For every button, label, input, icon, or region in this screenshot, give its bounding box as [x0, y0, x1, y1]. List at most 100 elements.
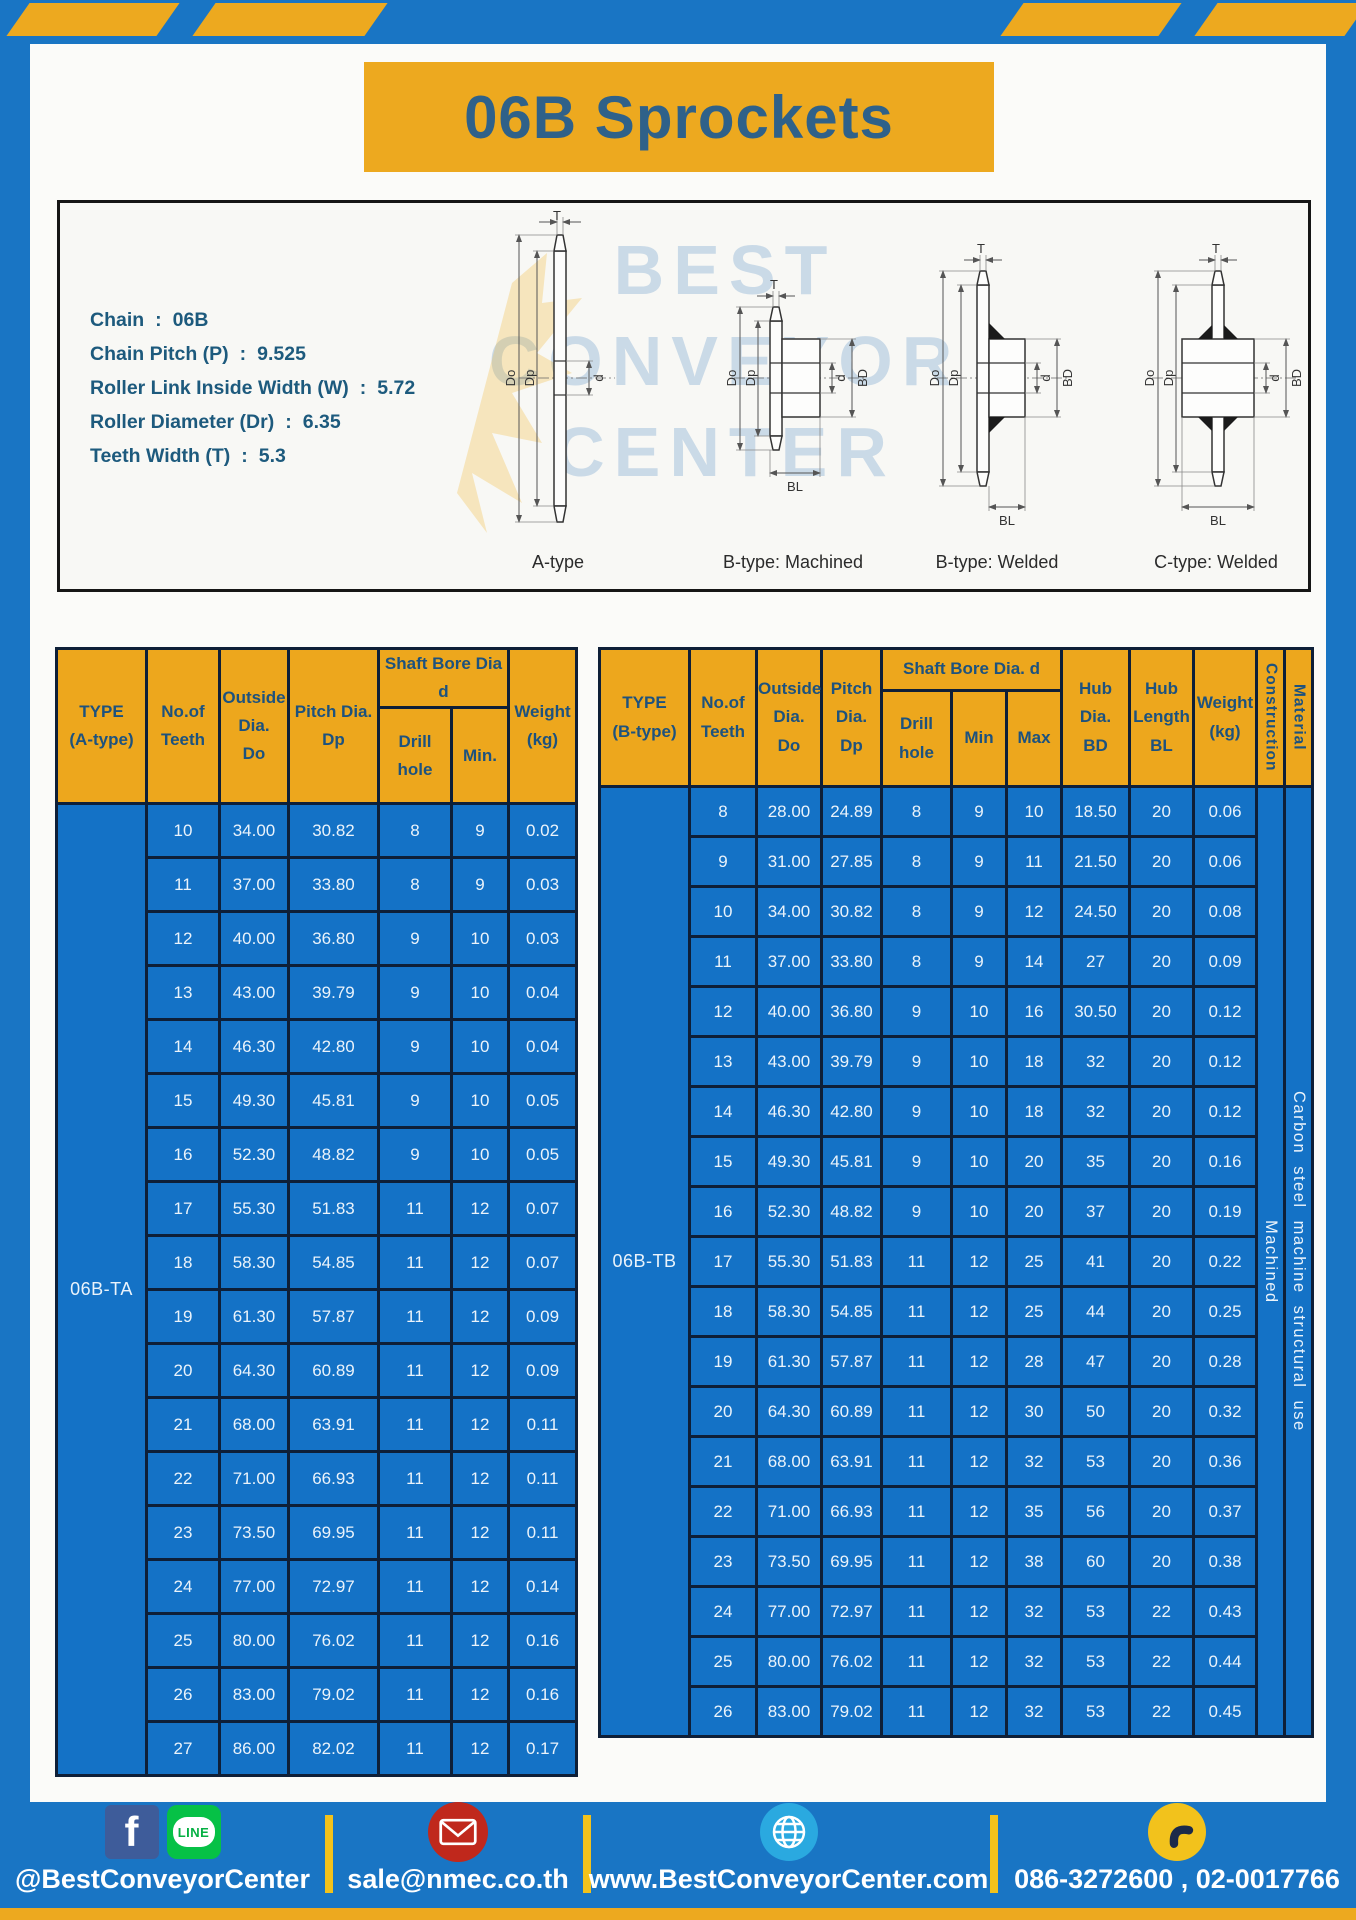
table-cell: 22	[145, 1450, 221, 1508]
spec-separator: :	[155, 309, 162, 331]
table-cell: 0.08	[1192, 885, 1258, 938]
table-cell: 0.22	[1192, 1235, 1258, 1288]
col-header-weight: Weight (kg)	[1192, 647, 1258, 788]
table-cell: 12	[1005, 885, 1063, 938]
col-header-min: Min	[950, 689, 1008, 788]
b-type-table-body: 06B-TB 8 28.00 24.89 8 9 10 18.50 20 0.06 Machined…	[598, 785, 1314, 1738]
table-row: 12 40.00 36.80 9 10 16 30.50 20 0.12	[600, 985, 1313, 1038]
b-type-table-header: TYPE (B-type) No.of Teeth Outside Dia. D…	[598, 647, 1314, 788]
table-cell: 11	[1005, 835, 1063, 888]
table-row: 23 73.50 69.95 11 12 0.11	[57, 1504, 578, 1562]
table-cell: 32	[1060, 1035, 1131, 1088]
table-cell: 0.16	[507, 1666, 578, 1724]
table-row: 27 86.00 82.02 11 12 0.17	[57, 1720, 578, 1778]
col-header-shaft-bore-group: Shaft Bore Dia. d	[880, 647, 1063, 692]
col-header-pitch-dia: Pitch Dia. Dp	[287, 646, 380, 806]
table-cell: 12	[950, 1285, 1008, 1338]
table-cell: 14	[688, 1085, 758, 1138]
dim-label-d: d	[1038, 374, 1053, 381]
table-cell: 20	[1128, 1285, 1195, 1338]
table-cell: 30	[1005, 1385, 1063, 1438]
table-cell: 68.00	[755, 1435, 823, 1488]
footer-contact-bar: f LINE @BestConveyorCenter sale@nmec.co.…	[0, 1802, 1356, 1908]
table-cell: 60.89	[820, 1385, 883, 1438]
table-cell: 19	[145, 1288, 221, 1346]
footer-phone-section: 086-3272600 , 02-0017766	[998, 1802, 1356, 1908]
table-cell: 80.00	[755, 1635, 823, 1688]
email-address[interactable]: sale@nmec.co.th	[347, 1864, 569, 1894]
dim-label-t: T	[770, 277, 778, 292]
table-cell: 79.02	[287, 1666, 380, 1724]
dim-label-bd: BD	[1289, 369, 1304, 387]
table-cell: 0.12	[1192, 1035, 1258, 1088]
table-cell: 69.95	[820, 1535, 883, 1588]
table-cell: 18	[688, 1285, 758, 1338]
table-cell: 11	[880, 1485, 953, 1538]
table-cell: 12	[688, 985, 758, 1038]
spec-separator: :	[241, 445, 248, 467]
table-cell: 0.07	[507, 1180, 578, 1238]
table-cell: 17	[145, 1180, 221, 1238]
dim-label-bd: BD	[1060, 369, 1075, 387]
table-cell: 58.30	[755, 1285, 823, 1338]
phone-numbers[interactable]: 086-3272600 , 02-0017766	[1014, 1864, 1340, 1894]
table-row: 16 52.30 48.82 9 10 0.05	[57, 1126, 578, 1184]
table-cell: 9	[880, 1085, 953, 1138]
b-type-spec-table: TYPE (B-type) No.of Teeth Outside Dia. D…	[598, 647, 1314, 1738]
table-cell: 11	[880, 1385, 953, 1438]
table-cell: 36.80	[820, 985, 883, 1038]
dim-label-dp: Dp	[946, 370, 961, 387]
table-row: 23 73.50 69.95 11 12 38 60 20 0.38	[600, 1535, 1313, 1588]
table-row: 13 43.00 39.79 9 10 18 32 20 0.12	[600, 1035, 1313, 1088]
table-cell: 72.97	[287, 1558, 380, 1616]
table-cell: 20	[1005, 1135, 1063, 1188]
dim-label-dp: Dp	[1161, 370, 1176, 387]
table-cell: 32	[1060, 1085, 1131, 1138]
table-cell: 47	[1060, 1335, 1131, 1388]
table-row: 14 46.30 42.80 9 10 18 32 20 0.12	[600, 1085, 1313, 1138]
sprocket-a-type-diagram: T Do Dp d	[503, 211, 615, 523]
table-cell: 39.79	[287, 964, 380, 1022]
table-cell: 20	[1128, 1085, 1195, 1138]
col-header-weight: Weight (kg)	[507, 646, 578, 806]
table-cell: 24.89	[820, 785, 883, 838]
line-app-icon[interactable]: LINE	[166, 1805, 221, 1859]
material-cell: Carbon steel machine structural use	[1283, 785, 1314, 1738]
email-icon[interactable]	[428, 1802, 488, 1862]
table-cell: 10	[450, 1072, 510, 1130]
table-cell: 10	[950, 1185, 1008, 1238]
table-cell: 12	[950, 1235, 1008, 1288]
table-cell: 64.30	[218, 1342, 290, 1400]
table-cell: 0.11	[507, 1504, 578, 1562]
construction-cell: Machined	[1255, 785, 1286, 1738]
table-cell: 24	[145, 1558, 221, 1616]
table-cell: 20	[1128, 1235, 1195, 1288]
table-cell: 83.00	[755, 1685, 823, 1738]
footer-divider	[583, 1815, 591, 1893]
spec-value: 6.35	[302, 411, 341, 433]
dim-label-do: Do	[1142, 370, 1157, 387]
social-handle[interactable]: @BestConveyorCenter	[15, 1864, 310, 1894]
table-cell: 72.97	[820, 1585, 883, 1638]
globe-icon[interactable]	[759, 1803, 818, 1861]
table-cell: 36.80	[287, 910, 380, 968]
sprocket-b-type-machined-diagram: T Do Dp d BD BL	[724, 277, 870, 494]
table-cell: 16	[1005, 985, 1063, 1038]
table-cell: 11	[880, 1435, 953, 1488]
table-cell: 21	[688, 1435, 758, 1488]
table-cell: 16	[145, 1126, 221, 1184]
table-cell: 53	[1060, 1585, 1131, 1638]
table-cell: 12	[950, 1535, 1008, 1588]
table-cell: 20	[1128, 985, 1195, 1038]
table-cell: 24.50	[1060, 885, 1131, 938]
website-url[interactable]: www.BestConveyorCenter.com	[588, 1864, 989, 1894]
table-cell: 12	[950, 1685, 1008, 1738]
table-cell: 55.30	[755, 1235, 823, 1288]
table-cell: 0.16	[1192, 1135, 1258, 1188]
table-cell: 20	[1128, 835, 1195, 888]
table-cell: 8	[377, 856, 453, 914]
table-cell: 12	[450, 1720, 510, 1778]
facebook-icon[interactable]: f	[104, 1805, 159, 1859]
phone-icon[interactable]	[1148, 1803, 1206, 1861]
